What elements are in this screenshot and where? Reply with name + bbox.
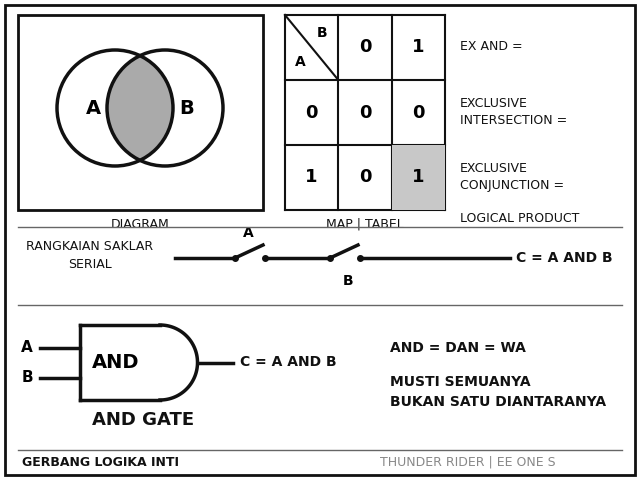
Text: A: A	[243, 226, 253, 240]
Text: B: B	[342, 274, 353, 288]
Text: B: B	[317, 26, 328, 40]
Text: EX AND =: EX AND =	[460, 40, 523, 53]
Text: EXCLUSIVE
INTERSECTION =: EXCLUSIVE INTERSECTION =	[460, 97, 567, 127]
Text: 1: 1	[412, 38, 424, 57]
Text: AND: AND	[92, 353, 140, 372]
Text: MUSTI SEMUANYA
BUKAN SATU DIANTARANYA: MUSTI SEMUANYA BUKAN SATU DIANTARANYA	[390, 375, 606, 409]
Text: C = A AND B: C = A AND B	[239, 356, 336, 370]
Text: C = A AND B: C = A AND B	[516, 251, 612, 265]
Text: 1: 1	[305, 168, 318, 187]
Text: A: A	[85, 98, 100, 118]
Text: 0: 0	[412, 104, 424, 121]
Text: 0: 0	[359, 168, 371, 187]
Text: 0: 0	[359, 38, 371, 57]
Text: A: A	[294, 55, 305, 69]
Text: THUNDER RIDER | EE ONE S: THUNDER RIDER | EE ONE S	[380, 456, 556, 468]
Polygon shape	[107, 56, 173, 160]
Text: MAP | TABEL: MAP | TABEL	[326, 217, 404, 230]
Text: 1: 1	[412, 168, 424, 187]
Text: 0: 0	[305, 104, 318, 121]
Text: B: B	[21, 370, 33, 385]
Text: LOGICAL PRODUCT: LOGICAL PRODUCT	[460, 212, 579, 225]
Bar	[18, 15, 263, 210]
Text: RANGKAIAN SAKLAR
SERIAL: RANGKAIAN SAKLAR SERIAL	[26, 240, 154, 271]
Text: AND = DAN = WA: AND = DAN = WA	[390, 341, 526, 355]
Text: B: B	[180, 98, 195, 118]
Text: EXCLUSIVE
CONJUNCTION =: EXCLUSIVE CONJUNCTION =	[460, 162, 564, 192]
Text: DIAGRAM: DIAGRAM	[111, 217, 170, 230]
Text: GERBANG LOGIKA INTI: GERBANG LOGIKA INTI	[22, 456, 179, 468]
Text: 0: 0	[359, 104, 371, 121]
Text: A: A	[21, 340, 33, 355]
Bar	[392, 145, 445, 210]
Text: AND GATE: AND GATE	[92, 411, 194, 429]
